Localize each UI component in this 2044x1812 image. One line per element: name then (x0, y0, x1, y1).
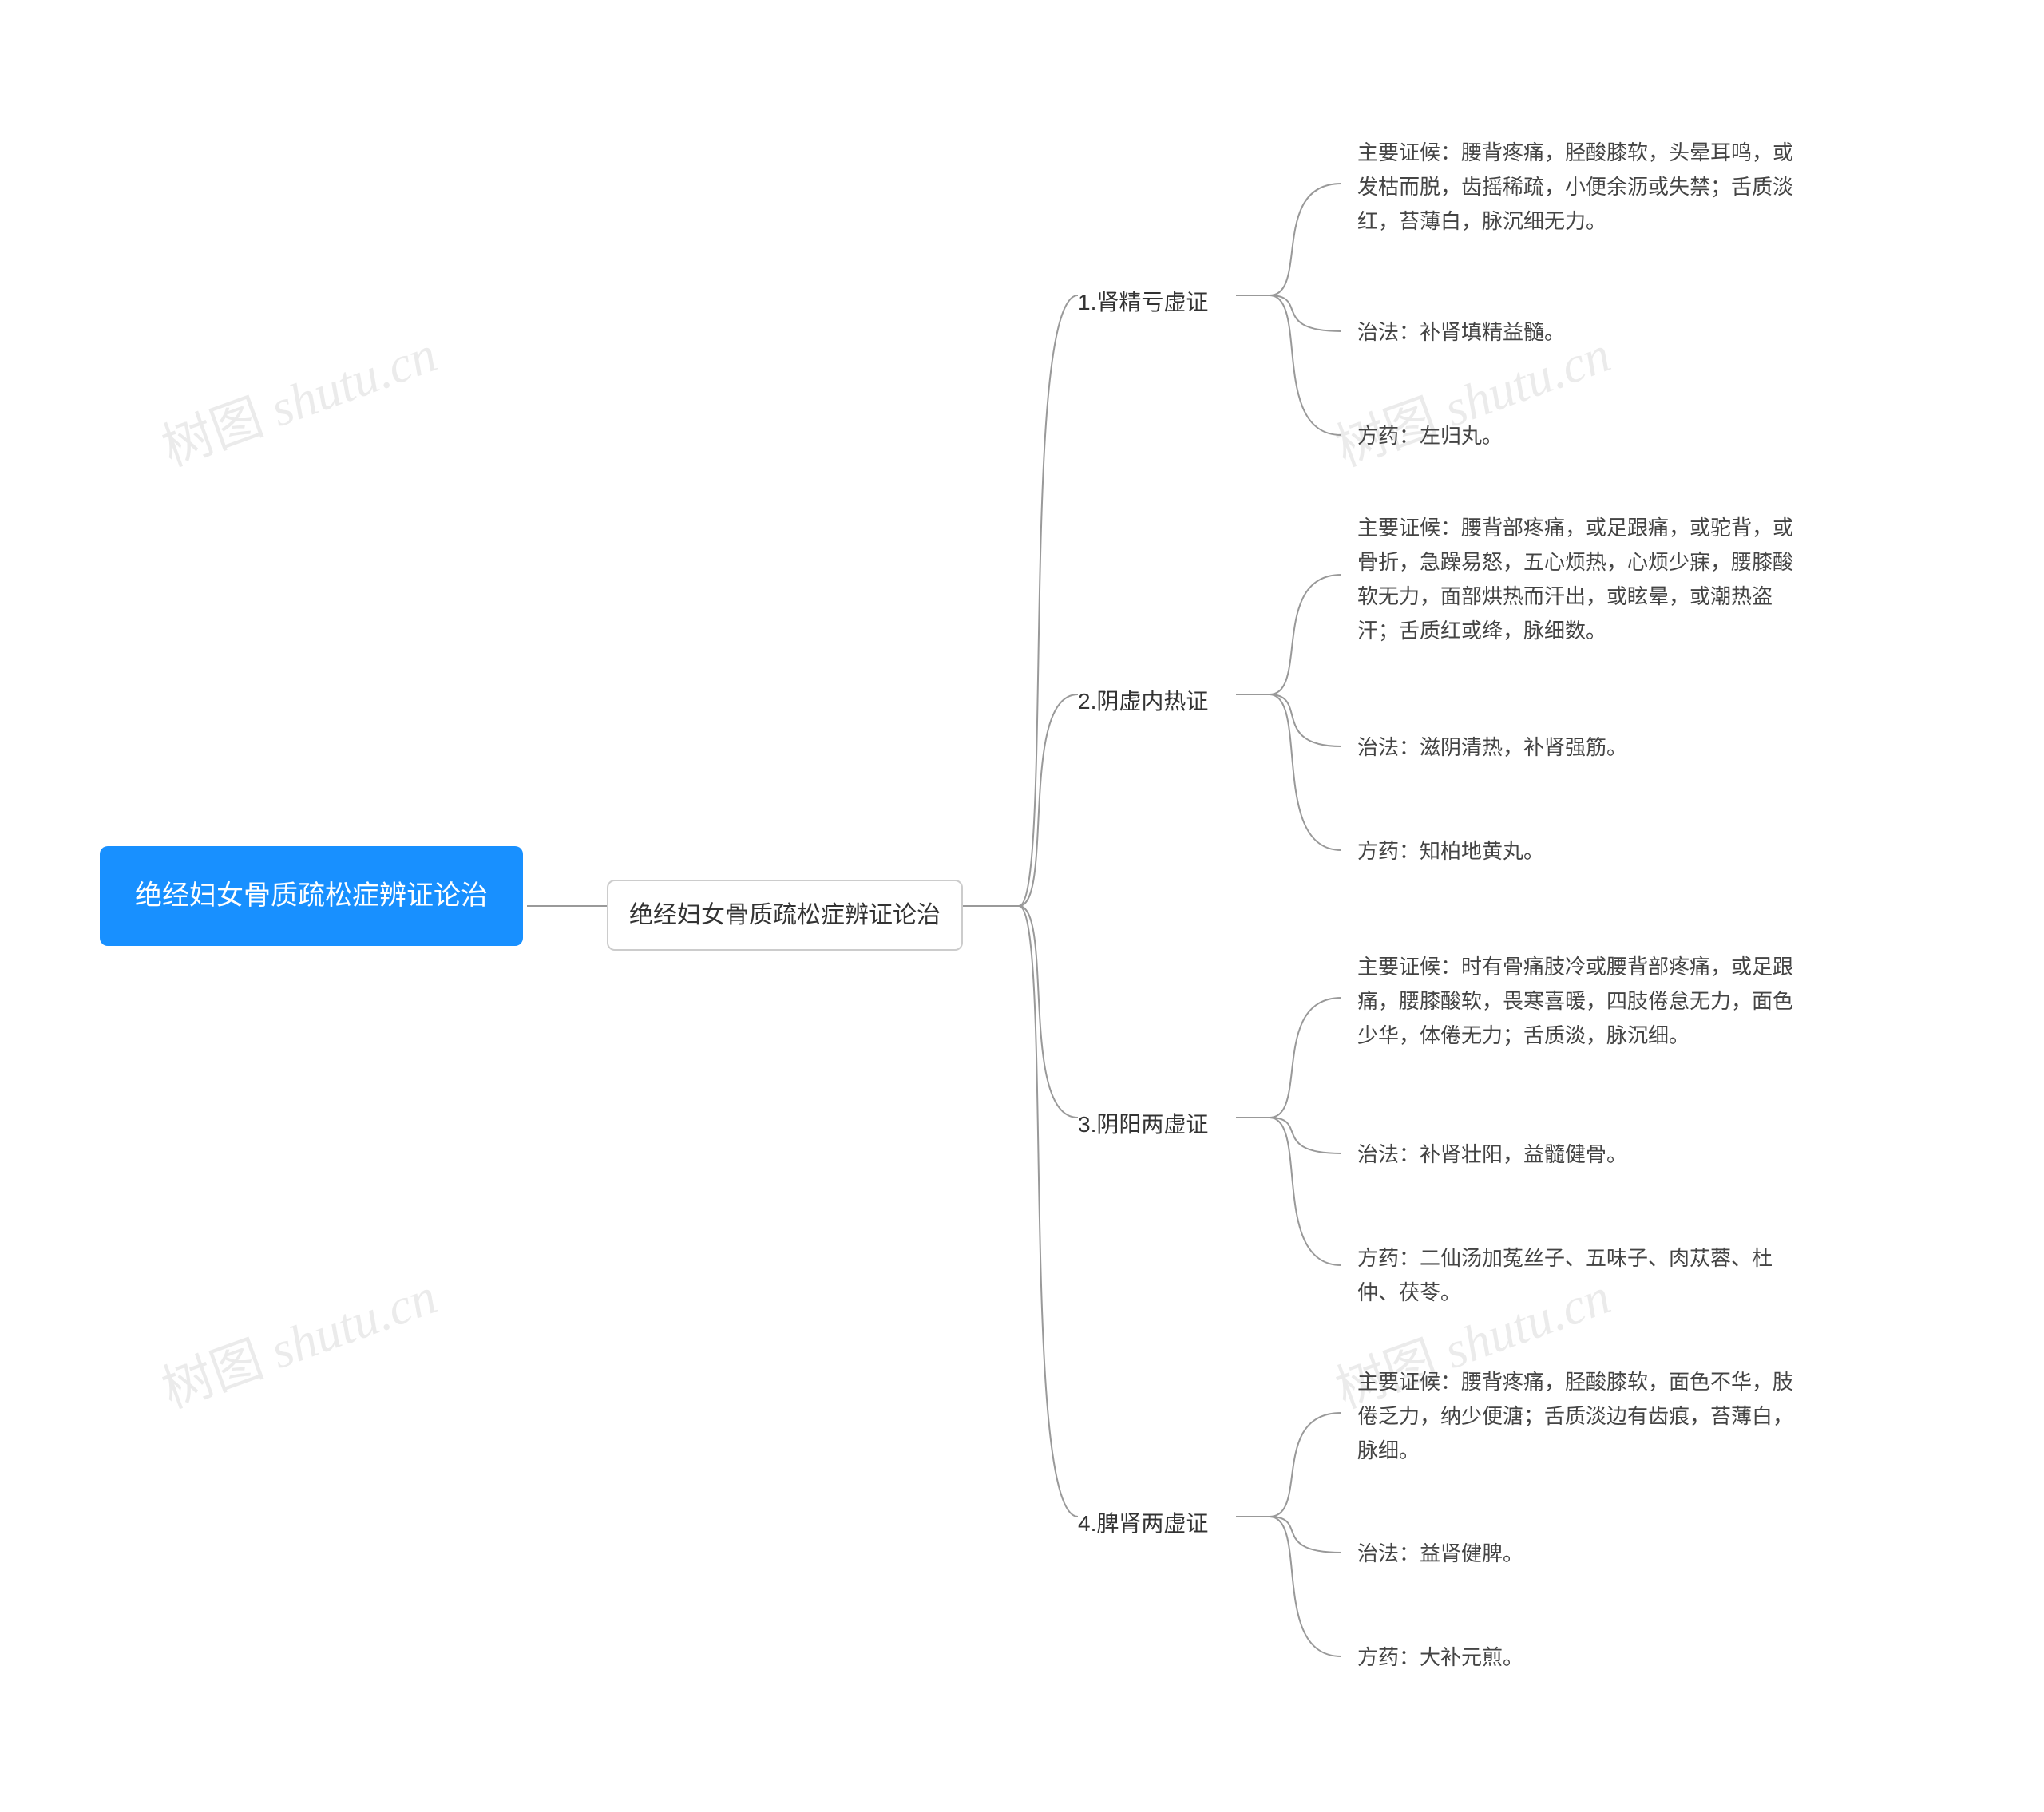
leaf-text: 方药：左归丸。 (1357, 424, 1503, 448)
branch-label: 4.脾肾两虚证 (1078, 1511, 1208, 1536)
leaf-text: 主要证候：时有骨痛肢冷或腰背部疼痛，或足跟痛，腰膝酸软，畏寒喜暖，四肢倦怠无力，… (1357, 955, 1793, 1047)
leaf-text: 主要证候：腰背疼痛，胫酸膝软，头晕耳鸣，或发枯而脱，齿摇稀疏，小便余沥或失禁；舌… (1357, 140, 1793, 233)
branch-3-item-1: 主要证候：时有骨痛肢冷或腰背部疼痛，或足跟痛，腰膝酸软，畏寒喜暖，四肢倦怠无力，… (1357, 950, 1812, 1053)
leaf-text: 治法：补肾壮阳，益髓健骨。 (1357, 1142, 1627, 1166)
branch-2-item-1: 主要证候：腰背部疼痛，或足跟痛，或驼背，或骨折，急躁易怒，五心烦热，心烦少寐，腰… (1357, 511, 1812, 648)
leaf-text: 主要证候：腰背疼痛，胫酸膝软，面色不华，肢倦乏力，纳少便溏；舌质淡边有齿痕，苔薄… (1357, 1370, 1793, 1462)
branch-4-item-3: 方药：大补元煎。 (1357, 1640, 1523, 1675)
branch-1-item-2: 治法：补肾填精益髓。 (1357, 315, 1565, 350)
branch-3-item-2: 治法：补肾壮阳，益髓健骨。 (1357, 1137, 1627, 1172)
level1-label: 绝经妇女骨质疏松症辨证论治 (629, 902, 941, 928)
branch-2-title: 2.阴虚内热证 (1078, 679, 1208, 725)
branch-4-item-2: 治法：益肾健脾。 (1357, 1537, 1523, 1571)
leaf-text: 治法：补肾填精益髓。 (1357, 320, 1565, 344)
leaf-text: 方药：知柏地黄丸。 (1357, 839, 1544, 863)
leaf-text: 方药：二仙汤加菟丝子、五味子、肉苁蓉、杜仲、茯苓。 (1357, 1246, 1773, 1304)
branch-1-title: 1.肾精亏虚证 (1078, 279, 1208, 326)
branch-2-item-3: 方药：知柏地黄丸。 (1357, 834, 1544, 868)
branch-1-item-3: 方药：左归丸。 (1357, 419, 1503, 453)
leaf-text: 治法：益肾健脾。 (1357, 1541, 1523, 1565)
branch-4-item-1: 主要证候：腰背疼痛，胫酸膝软，面色不华，肢倦乏力，纳少便溏；舌质淡边有齿痕，苔薄… (1357, 1365, 1812, 1468)
branch-label: 3.阴阳两虚证 (1078, 1112, 1208, 1137)
leaf-text: 主要证候：腰背部疼痛，或足跟痛，或驼背，或骨折，急躁易怒，五心烦热，心烦少寐，腰… (1357, 516, 1793, 643)
leaf-text: 方药：大补元煎。 (1357, 1645, 1523, 1669)
leaf-text: 治法：滋阴清热，补肾强筋。 (1357, 735, 1627, 759)
branch-2-item-2: 治法：滋阴清热，补肾强筋。 (1357, 730, 1627, 765)
level1-node: 绝经妇女骨质疏松症辨证论治 (607, 880, 963, 951)
branch-3-title: 3.阴阳两虚证 (1078, 1102, 1208, 1148)
root-node: 绝经妇女骨质疏松症辨证论治 (100, 846, 523, 946)
branch-label: 1.肾精亏虚证 (1078, 290, 1208, 315)
branch-4-title: 4.脾肾两虚证 (1078, 1501, 1208, 1547)
root-label: 绝经妇女骨质疏松症辨证论治 (135, 880, 488, 911)
branch-label: 2.阴虚内热证 (1078, 689, 1208, 714)
branch-3-item-3: 方药：二仙汤加菟丝子、五味子、肉苁蓉、杜仲、茯苓。 (1357, 1241, 1812, 1310)
branch-1-item-1: 主要证候：腰背疼痛，胫酸膝软，头晕耳鸣，或发枯而脱，齿摇稀疏，小便余沥或失禁；舌… (1357, 136, 1812, 239)
